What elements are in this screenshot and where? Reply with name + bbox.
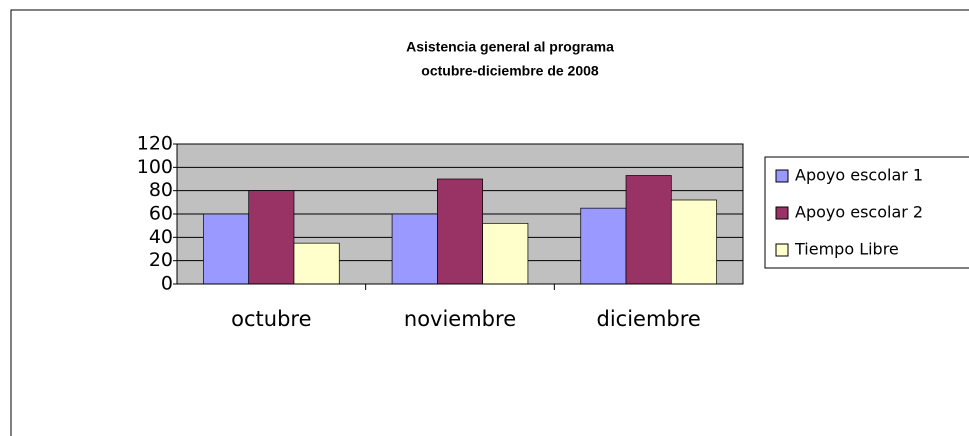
x-tick-label: octubre [231, 307, 311, 331]
y-tick-label: 120 [137, 133, 173, 155]
bar [248, 190, 295, 285]
legend-label: Tiempo Libre [794, 240, 899, 259]
legend-label: Apoyo escolar 2 [795, 203, 923, 222]
y-tick-label: 60 [149, 203, 173, 225]
x-tick-label: noviembre [404, 307, 516, 331]
x-tick-label: diciembre [596, 307, 700, 331]
y-tick-label: 100 [137, 156, 173, 178]
bar [482, 222, 529, 285]
bar [391, 213, 438, 285]
legend-swatch [775, 243, 789, 257]
bar [580, 207, 627, 285]
bar [670, 199, 717, 285]
bar [437, 178, 483, 285]
legend-swatch [775, 206, 789, 220]
y-tick-label: 40 [149, 226, 173, 248]
chart-title: Asistencia general al programa [406, 39, 614, 55]
legend-swatch [775, 169, 789, 183]
bar [625, 175, 672, 285]
y-tick-label: 0 [161, 273, 173, 295]
chart-subtitle: octubre-diciembre de 2008 [421, 63, 599, 79]
bar [293, 242, 340, 285]
legend-label: Apoyo escolar 1 [795, 166, 923, 185]
y-tick-label: 80 [149, 179, 173, 201]
legend [764, 156, 969, 269]
bar [203, 213, 250, 285]
y-tick-label: 20 [149, 249, 173, 271]
